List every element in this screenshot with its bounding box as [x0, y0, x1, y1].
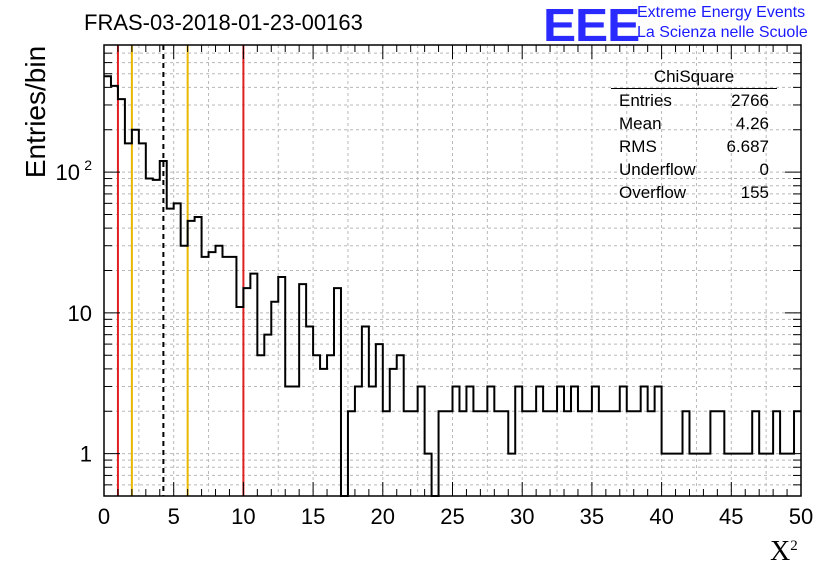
- eee-logo: EEE: [543, 0, 640, 51]
- y-tick-label: 10: [56, 160, 80, 185]
- x-tick-label: 10: [231, 504, 255, 529]
- stats-label: RMS: [619, 137, 657, 156]
- x-axis-label-superscript: 2: [790, 538, 798, 554]
- x-tick-label: 20: [371, 504, 395, 529]
- stats-value: 155: [740, 183, 769, 202]
- x-tick-label: 30: [510, 504, 534, 529]
- stats-row: RMS 6.687: [611, 135, 777, 158]
- stats-box: ChiSquare Entries 2766 Mean 4.26 RMS 6.687 …: [611, 66, 777, 204]
- stats-value: 6.687: [726, 137, 769, 156]
- stats-label: Overflow: [619, 183, 687, 202]
- chart-title: FRAS-03-2018-01-23-00163: [84, 10, 363, 35]
- y-axis-label: Entries/bin: [20, 45, 51, 179]
- logo-line-1: Extreme Energy Events: [637, 4, 806, 21]
- stats-value: 0: [759, 160, 769, 179]
- x-tick-label: 15: [301, 504, 325, 529]
- stats-row: Mean 4.26: [611, 112, 777, 135]
- x-tick-label: 25: [440, 504, 464, 529]
- stats-title: ChiSquare: [611, 66, 777, 89]
- histogram-series: [104, 75, 801, 497]
- x-tick-label: 45: [719, 504, 743, 529]
- stats-label: Underflow: [619, 160, 696, 179]
- y-tick-label: 1: [80, 442, 92, 467]
- y-tick-label-exponent: 2: [84, 157, 92, 173]
- logo-line-2: La Scienza nelle Scuole: [637, 24, 808, 41]
- stats-value: 2766: [731, 91, 769, 110]
- x-tick-label: 0: [98, 504, 110, 529]
- x-tick-label: 40: [649, 504, 673, 529]
- stats-row: Entries 2766: [611, 89, 777, 112]
- stats-value: 4.26: [735, 114, 769, 133]
- x-tick-label: 50: [789, 504, 813, 529]
- x-tick-label: 5: [168, 504, 180, 529]
- stats-label: Mean: [619, 114, 662, 133]
- x-axis-label-base: X: [770, 536, 791, 567]
- stats-row: Underflow 0: [611, 158, 777, 181]
- stats-row: Overflow 155: [611, 181, 777, 204]
- stats-label: Entries: [619, 91, 672, 110]
- x-tick-label: 35: [580, 504, 604, 529]
- y-tick-label: 10: [68, 301, 92, 326]
- x-axis-label: X2: [770, 536, 798, 568]
